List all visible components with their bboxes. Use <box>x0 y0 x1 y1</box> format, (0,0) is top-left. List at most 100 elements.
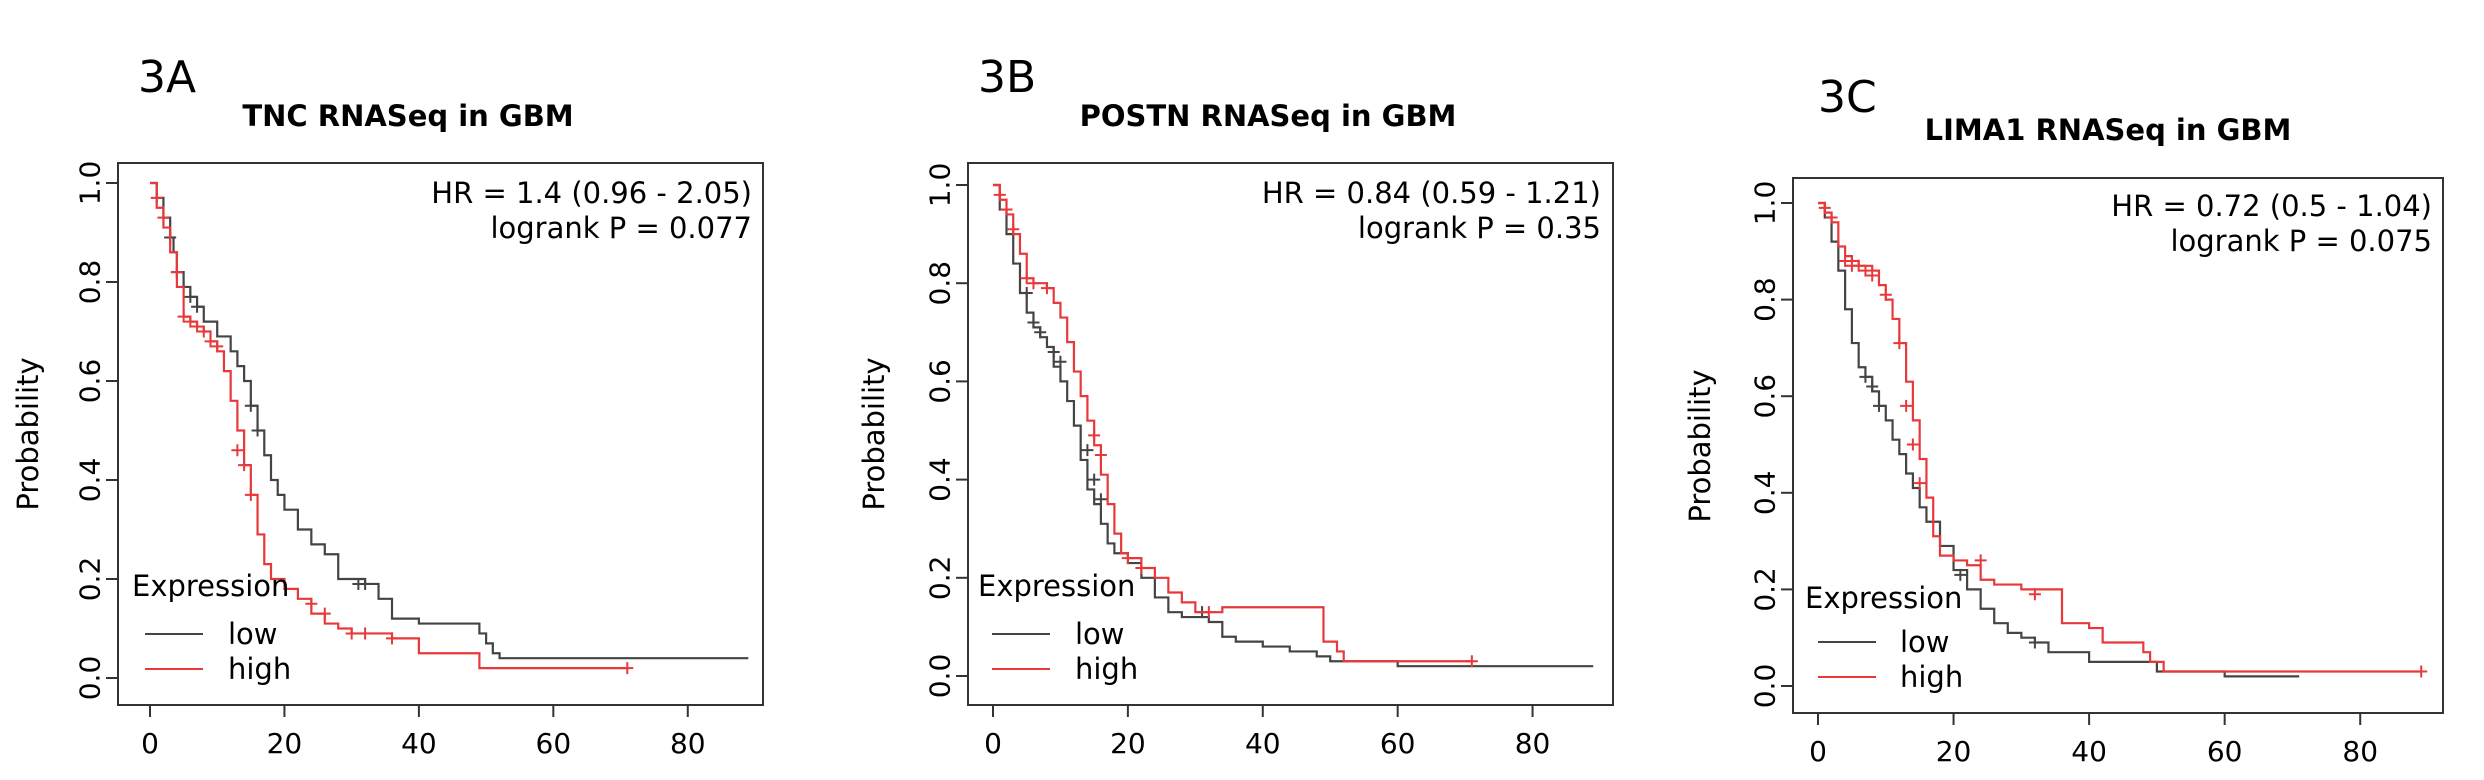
legend-label-low-3c: low <box>1900 625 1950 659</box>
legend-label-high-3c: high <box>1900 660 1963 694</box>
censor-mark-low-3b <box>1020 287 1033 300</box>
y-tick-label-3a: 0.8 <box>74 260 107 305</box>
plot-frame-3c <box>1792 177 2444 714</box>
y-tick-label-3b: 0.2 <box>924 556 957 601</box>
x-tick-label-3a: 80 <box>670 727 706 760</box>
legend-title-3b: Expression <box>978 569 1135 603</box>
panel-3a: 3A TNC RNASeq in GBM HR = 1.4 (0.96 - 2.… <box>11 52 764 760</box>
censor-mark-high-3b <box>1094 449 1107 462</box>
y-tick-label-3a: 1.0 <box>74 161 107 206</box>
censor-mark-high-3b <box>993 188 1006 201</box>
censor-mark-high-3b <box>1040 282 1053 295</box>
legend-label-high-3a: high <box>228 652 291 686</box>
x-tick-label-3a: 60 <box>536 727 572 760</box>
y-tick-label-3b: 0.4 <box>924 457 957 502</box>
censor-mark-high-3c <box>1906 438 1919 451</box>
x-tick-label-3b: 0 <box>984 727 1002 760</box>
censor-mark-high-3a <box>244 488 257 501</box>
x-tick-group-3b: 0 20 40 60 80 <box>984 705 1550 760</box>
curve-group-3b <box>993 183 1594 668</box>
y-tick-label-3b: 0.0 <box>924 654 957 699</box>
censor-mark-low-3b <box>1088 473 1101 486</box>
y-tick-label-3b: 0.8 <box>924 261 957 306</box>
x-tick-label-3a: 0 <box>141 727 159 760</box>
legend-label-low-3a: low <box>228 617 278 651</box>
x-tick-group-3a: 0 20 40 60 80 <box>141 705 706 760</box>
censor-mark-high-3a <box>184 315 197 328</box>
censor-mark-high-3a <box>621 662 634 675</box>
legend-title-3c: Expression <box>1805 581 1962 615</box>
censor-mark-low-3a <box>191 300 204 313</box>
censor-mark-high-3a <box>305 597 318 610</box>
censor-mark-high-3c <box>1879 288 1892 301</box>
hazard-ratio-3b: HR = 0.84 (0.59 - 1.21) <box>1262 176 1601 210</box>
y-tick-group-3a: 0.0 0.2 0.4 0.6 0.8 1.0 <box>74 161 118 700</box>
censor-mark-high-3b <box>1202 606 1215 619</box>
censor-mark-high-3a <box>318 607 331 620</box>
censor-mark-high-3b <box>1027 277 1040 290</box>
censor-mark-high-3a <box>204 335 217 348</box>
y-tick-label-3c: 0.8 <box>1749 277 1782 322</box>
censor-mark-high-3c <box>1818 201 1831 214</box>
censor-mark-high-3b <box>1020 272 1033 285</box>
x-tick-label-3c: 80 <box>2342 735 2378 768</box>
curve-group-3a <box>150 181 749 675</box>
censor-mark-low-3b <box>1054 355 1067 368</box>
chart-title-3c: LIMA1 RNASeq in GBM <box>1925 113 2292 147</box>
y-tick-label-3a: 0.6 <box>74 359 107 404</box>
x-tick-label-3b: 80 <box>1515 727 1551 760</box>
logrank-p-3b: logrank P = 0.35 <box>1358 211 1601 245</box>
censor-mark-high-3c <box>1893 337 1906 350</box>
censor-mark-high-3a <box>150 191 163 204</box>
hazard-ratio-3c: HR = 0.72 (0.5 - 1.04) <box>2111 189 2432 223</box>
censor-mark-low-3c <box>2028 636 2041 649</box>
survival-curve-low-3b <box>993 183 1594 668</box>
x-tick-label-3c: 60 <box>2207 735 2243 768</box>
y-tick-label-3a: 0.2 <box>74 557 107 602</box>
censor-mark-low-3b <box>1027 316 1040 329</box>
x-tick-label-3c: 40 <box>2071 735 2107 768</box>
censor-mark-high-3a <box>211 340 224 353</box>
hazard-ratio-3a: HR = 1.4 (0.96 - 2.05) <box>431 176 752 210</box>
y-tick-label-3c: 0.2 <box>1749 567 1782 612</box>
chart-title-3b: POSTN RNASeq in GBM <box>1080 99 1457 133</box>
censor-mark-low-3c <box>1859 370 1872 383</box>
y-tick-label-3c: 0.6 <box>1749 374 1782 419</box>
censor-mark-high-3c <box>1839 254 1852 267</box>
x-tick-label-3b: 20 <box>1110 727 1146 760</box>
censor-mark-low-3c <box>1866 380 1879 393</box>
panel-label-3c: 3C <box>1818 72 1877 123</box>
y-tick-label-3a: 0.4 <box>74 458 107 503</box>
censor-mark-high-3a <box>177 310 190 323</box>
censor-mark-high-3c <box>1900 399 1913 412</box>
y-tick-label-3c: 1.0 <box>1749 181 1782 226</box>
y-tick-label-3b: 1.0 <box>924 163 957 208</box>
panel-3b: 3B POSTN RNASeq in GBM HR = 0.84 (0.59 -… <box>857 52 1614 760</box>
logrank-p-3a: logrank P = 0.077 <box>490 211 752 245</box>
censor-mark-high-3c <box>1859 264 1872 277</box>
censor-mark-high-3c <box>1866 269 1879 282</box>
censor-mark-high-3b <box>1000 203 1013 216</box>
x-tick-label-3a: 40 <box>401 727 437 760</box>
censor-mark-high-3c <box>2028 588 2041 601</box>
censor-mark-high-3a <box>197 325 210 338</box>
censor-mark-high-3b <box>1088 429 1101 442</box>
legend-label-high-3b: high <box>1075 652 1138 686</box>
plot-frame-3a <box>117 162 764 706</box>
censor-mark-low-3b <box>1034 326 1047 339</box>
censor-mark-high-3a <box>345 627 358 640</box>
censor-mark-high-3b <box>1007 223 1020 236</box>
y-tick-label-3c: 0.0 <box>1749 664 1782 709</box>
chart-title-3a: TNC RNASeq in GBM <box>242 99 573 133</box>
y-axis-title-3b: Probability <box>857 357 891 510</box>
curve-group-3c <box>1818 201 2428 678</box>
censor-mark-high-3c <box>1825 211 1838 224</box>
censor-mark-low-3b <box>1081 444 1094 457</box>
censor-mark-high-3c <box>1913 477 1926 490</box>
censor-mark-high-3c <box>1852 259 1865 272</box>
survival-curve-high-3c <box>1818 201 2422 673</box>
censor-mark-low-3a <box>244 399 257 412</box>
censor-mark-low-3b <box>1047 345 1060 358</box>
panel-label-3b: 3B <box>978 52 1036 103</box>
